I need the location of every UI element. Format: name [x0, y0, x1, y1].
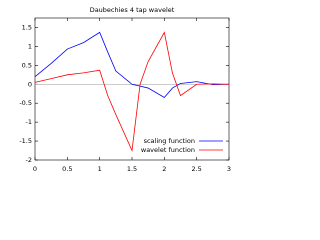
data-line: [34, 31, 230, 99]
x-tick-label: 0.5: [62, 165, 72, 173]
plot-frame: [34, 17, 230, 161]
y-tick-label: -1.5: [19, 137, 32, 145]
y-tick-label: 0: [28, 80, 32, 88]
data-line: [34, 31, 230, 153]
y-tick-label: -2: [26, 156, 32, 164]
y-tick-label: -0.5: [19, 99, 32, 107]
x-tick-label: 3: [227, 165, 231, 173]
x-tick-label: 1: [98, 165, 102, 173]
x-tick-label: 1.5: [127, 165, 137, 173]
x-tick-label: 0: [33, 165, 37, 173]
y-tick-label: 1: [28, 42, 32, 50]
x-tick-label: 2.5: [191, 165, 201, 173]
x-tick-label: 2: [162, 165, 166, 173]
y-tick-label: 0.5: [22, 61, 32, 69]
chart: Daubechies 4 tap wavelet -2 -1.5 -1 -0.5 0 0.…: [19, 6, 231, 173]
y-tick-label: 1.5: [22, 23, 32, 31]
legend-label: scaling function: [144, 137, 195, 145]
chart-title: Daubechies 4 tap wavelet: [90, 6, 175, 14]
y-tick-label: -1: [26, 118, 32, 126]
legend-label: wavelet function: [141, 146, 195, 154]
